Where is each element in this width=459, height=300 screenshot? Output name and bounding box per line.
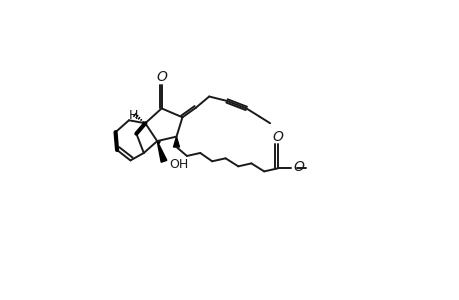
Text: O: O xyxy=(272,130,282,144)
Text: O: O xyxy=(156,70,167,84)
Polygon shape xyxy=(173,136,179,147)
Polygon shape xyxy=(157,141,167,162)
Polygon shape xyxy=(157,141,160,144)
Text: OH: OH xyxy=(169,158,188,171)
Text: O: O xyxy=(293,160,304,174)
Text: H: H xyxy=(129,109,138,122)
